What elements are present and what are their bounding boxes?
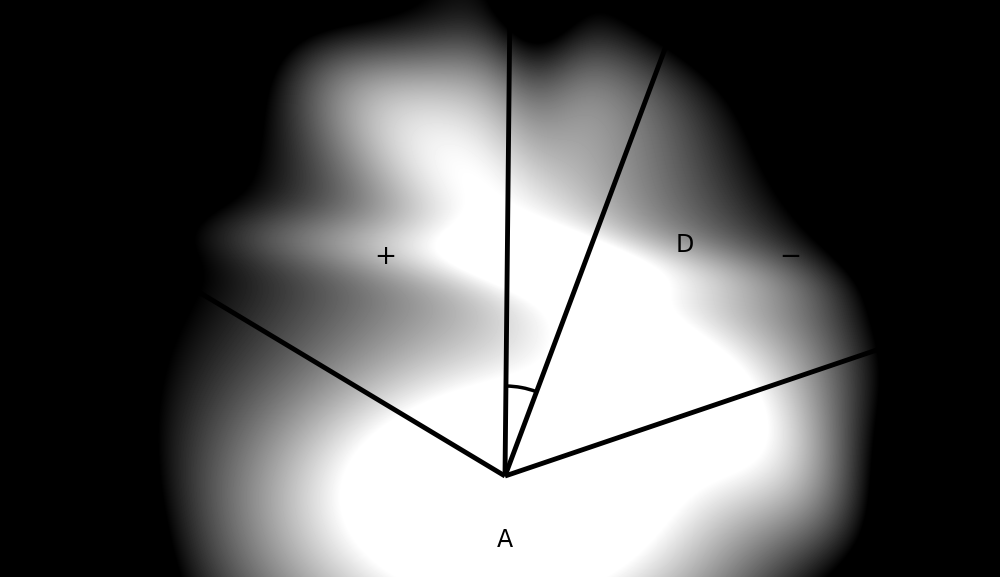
Text: D: D [676,233,694,257]
Text: A: A [497,528,513,552]
Text: −: − [779,243,801,270]
Text: C: C [887,325,903,350]
Text: +: + [374,243,396,270]
Text: B: B [147,222,163,246]
